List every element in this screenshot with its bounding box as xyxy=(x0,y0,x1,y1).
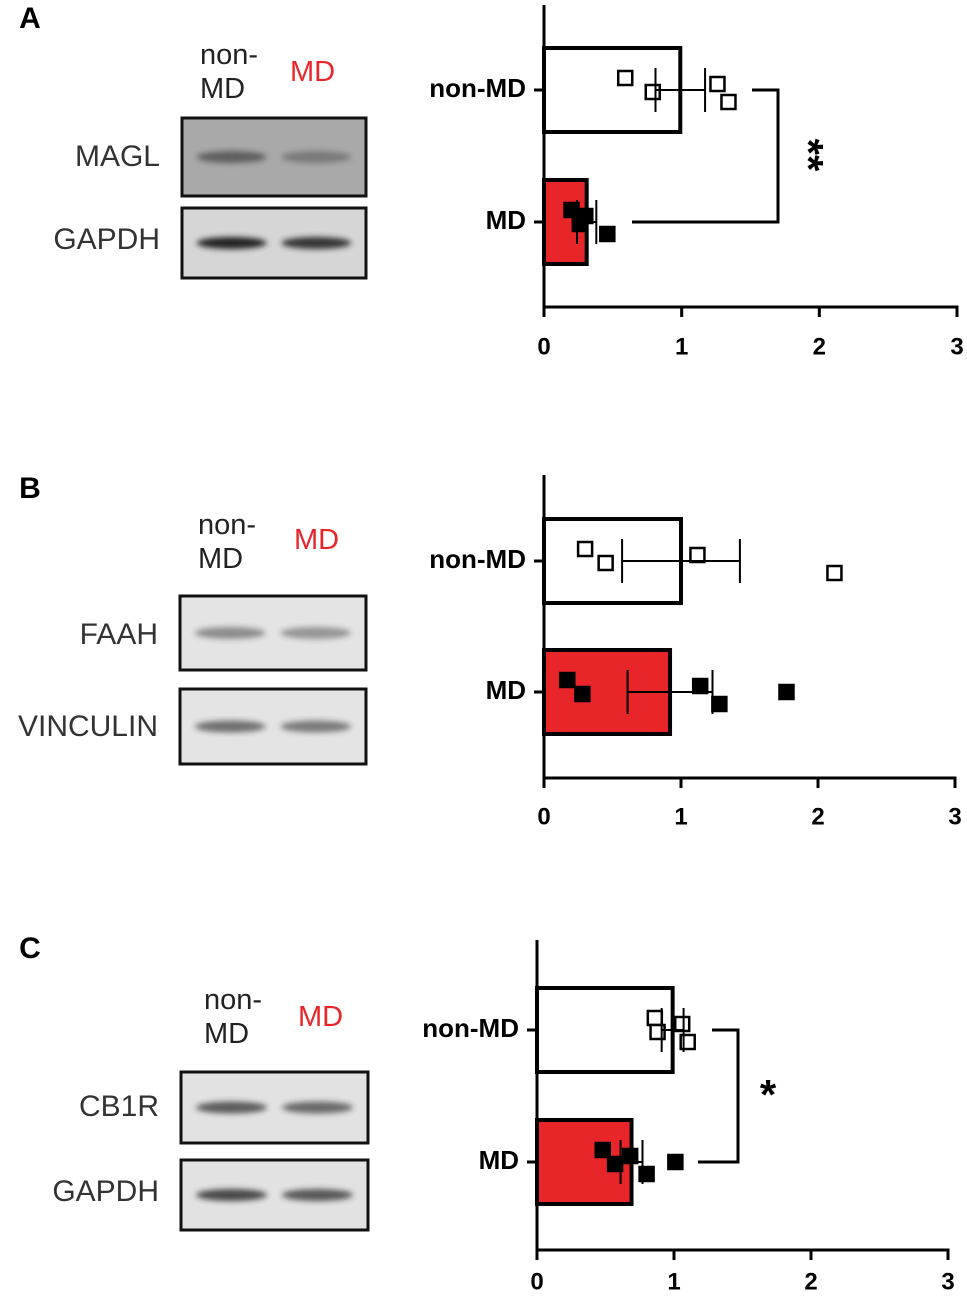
x-tick-label: 2 xyxy=(813,333,826,360)
data-point xyxy=(711,695,728,713)
category-label: MD xyxy=(486,205,526,235)
category-label: non-MD xyxy=(429,544,526,574)
x-tick-label: 1 xyxy=(675,333,688,360)
data-point xyxy=(691,677,709,695)
blot-band xyxy=(196,237,267,249)
blot-band xyxy=(194,627,266,639)
blot-band xyxy=(281,237,352,249)
blot-band xyxy=(195,1189,268,1201)
data-point xyxy=(778,683,795,701)
lane-label: MD xyxy=(294,524,340,556)
protein-label: FAAH xyxy=(79,618,158,651)
lane-label: MD xyxy=(298,1001,344,1033)
x-tick-label: 3 xyxy=(950,333,963,360)
x-tick-label: 2 xyxy=(804,1268,817,1295)
x-tick-label: 0 xyxy=(530,1268,543,1295)
data-point xyxy=(621,1147,639,1165)
data-point xyxy=(577,207,594,225)
significance-bracket xyxy=(632,88,780,224)
data-point xyxy=(616,69,634,87)
blot-band xyxy=(196,151,267,163)
data-point xyxy=(646,1009,664,1027)
protein-label: GAPDH xyxy=(53,223,160,256)
significance-bracket xyxy=(698,1028,740,1164)
protein-label: MAGL xyxy=(74,140,160,173)
lane-label: MD xyxy=(290,56,336,88)
data-point xyxy=(826,564,843,582)
lane-label: non-MD xyxy=(198,509,257,575)
significance-label: * xyxy=(760,1071,777,1118)
protein-label: CB1R xyxy=(78,1090,159,1123)
category-label: MD xyxy=(486,675,526,705)
panel-letter: C xyxy=(19,932,41,965)
x-tick-label: 0 xyxy=(537,333,550,360)
x-tick-label: 3 xyxy=(948,803,961,830)
blot-band xyxy=(281,151,352,163)
blot-band xyxy=(281,1101,354,1114)
data-point xyxy=(594,1141,612,1159)
blot-band xyxy=(194,720,266,733)
x-tick-label: 2 xyxy=(811,803,824,830)
protein-label: GAPDH xyxy=(52,1175,159,1208)
blot-band xyxy=(281,1189,354,1201)
data-point xyxy=(709,75,726,93)
blot-band xyxy=(280,720,352,733)
x-tick-label: 1 xyxy=(674,803,687,830)
x-tick-label: 3 xyxy=(941,1268,954,1295)
blot-band xyxy=(280,627,352,639)
category-label: non-MD xyxy=(422,1013,519,1043)
data-point xyxy=(720,93,737,111)
blot-band xyxy=(195,1101,268,1114)
data-point xyxy=(673,1015,691,1033)
lane-label: non-MD xyxy=(200,39,259,105)
data-point xyxy=(597,554,614,572)
data-point xyxy=(559,671,576,689)
x-tick-label: 0 xyxy=(537,803,550,830)
data-point xyxy=(667,1153,684,1171)
protein-label: VINCULIN xyxy=(17,710,158,743)
lane-label: non-MD xyxy=(204,984,263,1050)
data-point xyxy=(599,225,616,243)
data-point xyxy=(689,546,706,564)
data-point xyxy=(574,685,591,703)
panel-letter: A xyxy=(19,2,41,35)
data-point xyxy=(576,540,594,558)
category-label: non-MD xyxy=(429,73,526,103)
panel-letter: B xyxy=(19,472,41,505)
x-tick-label: 1 xyxy=(667,1268,680,1295)
data-point xyxy=(644,83,662,101)
category-label: MD xyxy=(479,1145,519,1175)
significance-label: ** xyxy=(785,139,832,172)
